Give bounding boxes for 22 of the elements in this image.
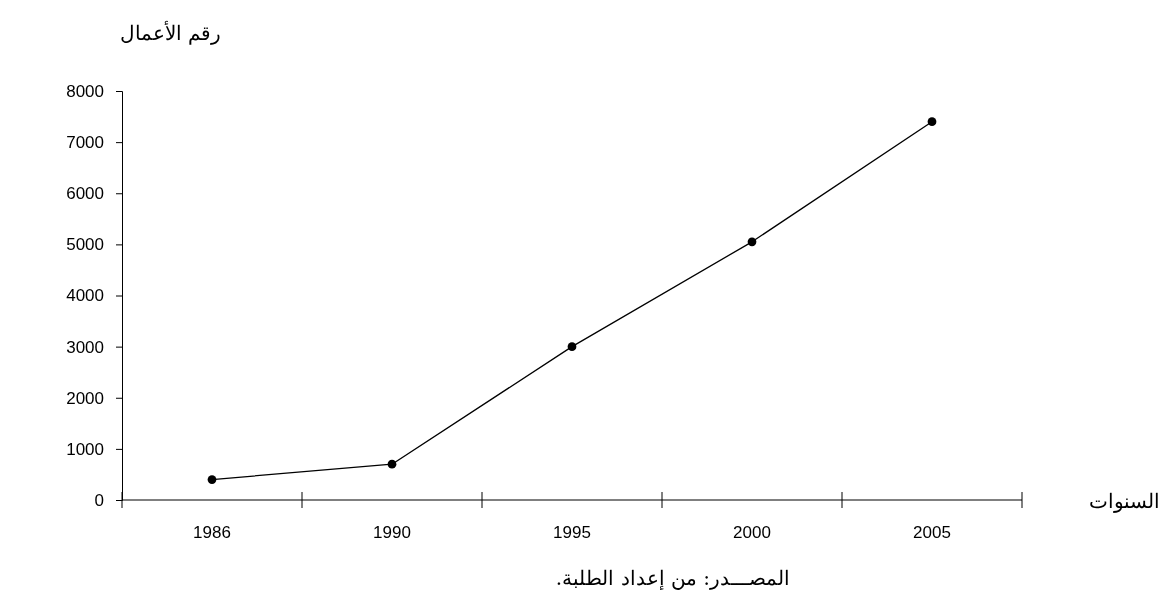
x-tick-label: 1986	[193, 523, 231, 542]
point	[927, 117, 937, 127]
x-tick-label: 2000	[733, 523, 771, 542]
y-tick-label: 7000	[66, 133, 104, 153]
y-tick-label: 8000	[66, 81, 104, 101]
x-tick-label: 1995	[553, 523, 591, 542]
y-axis-title: رقم الأعمال	[120, 20, 222, 45]
point	[387, 459, 397, 469]
x-tick-label: 1990	[373, 523, 411, 542]
x-axis-title: السنوات	[1089, 489, 1160, 513]
text: المصـــدر: من إعداد الطلبة.	[555, 566, 790, 591]
y-tick-label: 6000	[66, 184, 104, 204]
y-tick-label: 5000	[66, 235, 104, 255]
x-tick-label: 2005	[913, 523, 951, 542]
y-tick-label: 0	[94, 490, 104, 510]
y-tick-label: 4000	[66, 286, 104, 306]
point	[207, 475, 217, 484]
point	[747, 237, 757, 247]
y-tick-label: 2000	[66, 388, 104, 408]
point	[567, 342, 577, 351]
y-tick-label: 1000	[66, 439, 104, 459]
y-tick-label: 3000	[66, 337, 104, 357]
